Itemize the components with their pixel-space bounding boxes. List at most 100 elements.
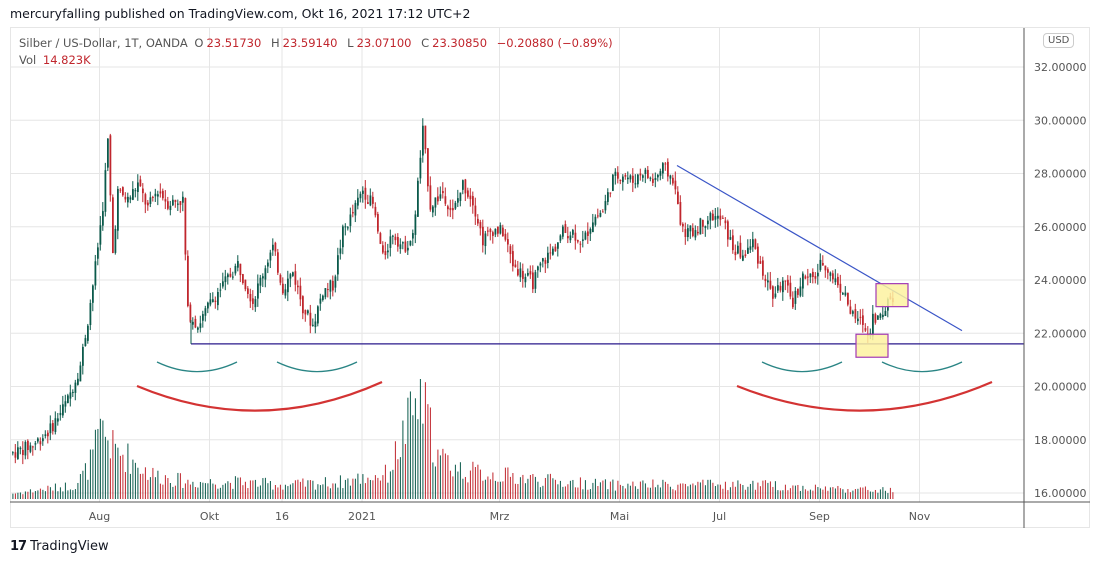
volume-bars [12, 379, 894, 499]
volume-bar [654, 487, 656, 499]
close-value: C 23.30850 [421, 36, 488, 50]
volume-bar [289, 484, 291, 499]
volume-bar [754, 489, 756, 499]
candle-body [99, 225, 102, 245]
candle-body [669, 175, 672, 179]
candle-body [599, 212, 602, 217]
volume-bar [497, 481, 499, 499]
volume-bar [402, 420, 404, 499]
volume-bar [889, 487, 891, 499]
volume-bar [792, 485, 794, 499]
volume-bar [604, 479, 606, 499]
candle-body [12, 452, 14, 454]
candle-body [307, 310, 309, 314]
volume-bar [369, 479, 371, 499]
candle-body [537, 266, 539, 271]
candle-body [527, 272, 529, 276]
volume-bar [279, 484, 281, 499]
volume-bar [109, 458, 111, 499]
volume-bar [387, 482, 389, 499]
candle-body [102, 211, 104, 226]
candle-body [754, 239, 757, 249]
volume-bar [589, 489, 591, 499]
candle-body [329, 280, 332, 292]
volume-bar [84, 463, 86, 499]
candle-body [214, 300, 217, 302]
volume-bar [357, 473, 359, 499]
change-value: −0.20880 (−0.89%) [496, 36, 613, 50]
volume-bar [259, 485, 261, 499]
grid-lines [10, 28, 1024, 502]
candle-body [137, 182, 139, 193]
candle-body [84, 338, 87, 347]
volume-bar [449, 470, 451, 499]
volume-bar [67, 490, 69, 499]
candle-body [112, 197, 114, 254]
candle-body [54, 418, 57, 432]
candle-body [449, 207, 452, 211]
volume-bar [847, 489, 849, 499]
candle-body [632, 175, 634, 183]
volume-bar [602, 480, 604, 499]
price-axis-tick: 22.00000 [1034, 327, 1087, 340]
highlight-box [855, 333, 889, 358]
candle-body [237, 261, 239, 268]
candle-body [259, 277, 262, 286]
volume-bar [749, 483, 751, 499]
volume-bar [209, 479, 211, 499]
candle-body [624, 175, 627, 177]
candle-body [92, 285, 94, 303]
candle-body [539, 263, 542, 266]
candle-body [352, 212, 354, 214]
volume-bar [717, 484, 719, 499]
candle-body [62, 404, 64, 416]
candle-body [439, 194, 442, 199]
candle-body [489, 229, 492, 233]
candle-body [687, 228, 689, 238]
volume-bar [82, 470, 84, 499]
volume-bar [729, 487, 731, 499]
candle-body [339, 248, 342, 254]
candle-body [617, 172, 619, 179]
volume-bar [254, 479, 256, 499]
candle-body [292, 272, 294, 276]
volume-bar [344, 479, 346, 499]
candle-body [574, 232, 577, 241]
symbol-name[interactable]: Silber / US-Dollar, 1T, OANDA [19, 36, 188, 50]
volume-bar [412, 415, 414, 499]
candle-body [859, 316, 862, 318]
candle-body [312, 324, 314, 326]
low-value: L 23.07100 [347, 36, 412, 50]
volume-bar [342, 488, 344, 499]
price-axis-tick: 32.00000 [1034, 61, 1087, 74]
volume-bar [857, 488, 859, 499]
candle-body [534, 272, 537, 289]
candle-body [647, 169, 649, 178]
volume-bar [484, 479, 486, 499]
candle-body [637, 174, 639, 185]
candle-body [747, 247, 749, 254]
candle-body [712, 213, 714, 221]
tradingview-logo: 17 TradingView [10, 539, 109, 554]
volume-bar [69, 489, 71, 499]
candle-body [347, 227, 349, 229]
volume-bar [674, 490, 676, 499]
volume-bar [779, 490, 781, 499]
volume-bar [849, 492, 851, 499]
candle-body [49, 423, 52, 434]
candle-body [849, 306, 852, 314]
volume-bar [102, 420, 104, 499]
volume-bar [264, 477, 266, 499]
volume-bar [422, 423, 424, 499]
candle-body [592, 222, 594, 233]
candle-body [194, 318, 197, 328]
volume-bar [874, 489, 876, 499]
volume-bar [437, 449, 439, 499]
candle-body [337, 255, 339, 275]
candle-body [809, 273, 812, 278]
volume-bar [97, 428, 99, 499]
candle-body [274, 242, 277, 252]
candle-body [782, 280, 784, 293]
currency-badge[interactable]: USD [1043, 33, 1075, 48]
